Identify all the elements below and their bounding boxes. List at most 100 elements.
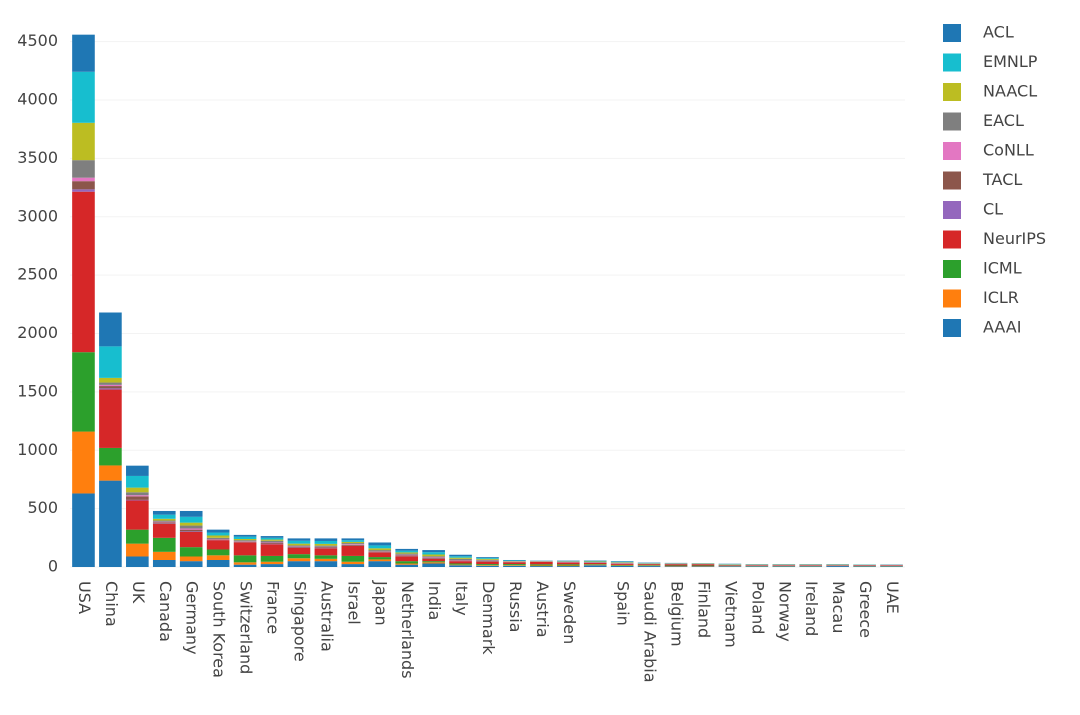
bar-segment: [287, 558, 311, 562]
bar-segment: [395, 564, 419, 567]
bar-segment: [152, 521, 176, 523]
bar-segment: [476, 558, 499, 560]
bar-segment: [152, 537, 176, 552]
bar-segment: [395, 548, 419, 551]
bar-segment: [476, 557, 499, 559]
y-tick-label: 1500: [17, 381, 58, 400]
x-tick-label: Israel: [344, 581, 363, 625]
bar-segment: [530, 561, 553, 565]
bar-segment: [287, 545, 311, 547]
bar-segment: [287, 554, 311, 559]
bar-segment: [556, 564, 580, 566]
bar-segment: [233, 538, 257, 541]
bar-segment: [368, 561, 392, 567]
x-tick-label: Ireland: [802, 581, 821, 636]
bar-segment: [395, 563, 419, 565]
bar-segment: [449, 565, 472, 567]
bar-segment: [72, 191, 95, 353]
legend-label: EACL: [983, 111, 1024, 130]
y-tick-label: 4500: [17, 31, 58, 50]
bar-segment: [422, 558, 445, 559]
bar-segment: [99, 389, 122, 448]
x-tick-label: UAE: [883, 581, 902, 614]
bar-segment: [126, 495, 149, 497]
bar-segment: [449, 564, 472, 566]
bar-segment: [583, 564, 607, 566]
bar-segment: [287, 546, 311, 548]
bar-segment: [260, 537, 284, 540]
y-tick-label: 0: [48, 557, 58, 576]
bar-segment: [341, 555, 365, 562]
bar-segment: [206, 549, 230, 556]
legend-swatch: [943, 24, 961, 42]
bar-segment: [72, 352, 95, 432]
bar-segment: [72, 493, 95, 567]
bar-segment: [368, 559, 392, 562]
bar-segment: [206, 555, 230, 560]
legend-swatch: [943, 83, 961, 101]
bar-segment: [853, 566, 876, 567]
y-tick-label: 4000: [17, 90, 58, 109]
bar-segment: [179, 529, 203, 532]
bar-segment: [422, 550, 445, 553]
bar-segment: [368, 557, 392, 560]
legend-label: ICML: [983, 259, 1022, 278]
y-tick-label: 3500: [17, 148, 58, 167]
x-tick-label: France: [264, 581, 283, 634]
bar-segment: [179, 525, 203, 529]
bar-segment: [260, 564, 284, 567]
bar-segment: [449, 558, 472, 560]
bar-segment: [341, 544, 365, 545]
bar-segment: [260, 540, 284, 543]
bar-segment: [395, 561, 419, 564]
bar-segment: [637, 565, 661, 566]
bar-segment: [422, 562, 445, 564]
bar-segment: [341, 540, 365, 542]
bar-segment: [691, 566, 715, 567]
bar-segment: [126, 487, 149, 493]
bar-segment: [503, 565, 526, 567]
bar-segment: [260, 555, 284, 562]
bar-segment: [826, 566, 849, 567]
bar-segment: [314, 543, 338, 546]
bar-segment: [152, 518, 176, 521]
legend-label: EMNLP: [983, 52, 1038, 71]
x-tick-label: South Korea: [210, 581, 229, 678]
bar-segment: [233, 534, 257, 537]
bar-segment: [179, 510, 203, 517]
x-tick-label: Germany: [183, 581, 202, 655]
bar-segment: [422, 554, 445, 557]
bar-segment: [476, 565, 499, 566]
bar-segment: [126, 543, 149, 557]
bar-segment: [99, 480, 122, 567]
legend-label: CoNLL: [983, 141, 1034, 160]
bar-segment: [476, 564, 499, 566]
bar-segment: [260, 539, 284, 541]
bar-segment: [260, 542, 284, 544]
bar-segment: [745, 565, 769, 566]
x-tick-label: Russia: [506, 581, 525, 632]
bar-segment: [503, 562, 526, 565]
x-tick-label: Vietnam: [721, 581, 740, 648]
bar-segment: [314, 558, 338, 562]
bar-segment: [368, 542, 392, 546]
bar-segment: [287, 547, 311, 555]
bar-segment: [449, 561, 472, 564]
legend-swatch: [943, 230, 961, 249]
bar-segment: [449, 563, 472, 565]
legend-label: AAAI: [983, 318, 1021, 337]
legend-label: ACL: [983, 23, 1014, 42]
bar-segment: [368, 548, 392, 551]
bar-segment: [341, 545, 365, 556]
bar-segment: [287, 538, 311, 541]
bar-segment: [314, 555, 338, 559]
bar-segment: [206, 540, 230, 550]
bar-segment: [395, 554, 419, 556]
legend-swatch: [943, 289, 961, 308]
bar-segment: [206, 529, 230, 533]
bar-segment: [260, 561, 284, 565]
bar-segment: [664, 565, 688, 567]
bar-segment: [99, 465, 122, 481]
bar-segment: [314, 547, 338, 549]
bar-segment: [179, 561, 203, 567]
